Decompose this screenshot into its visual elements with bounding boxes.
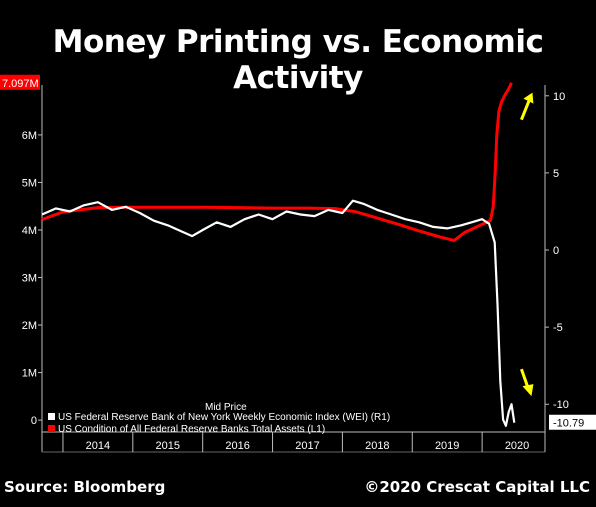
left-tick-label: 5M: [22, 177, 37, 189]
up-arrow-head: [523, 92, 534, 104]
left-tick-label: 6M: [22, 130, 37, 142]
legend-swatch: [48, 413, 55, 420]
left-tick-label: 1M: [22, 368, 37, 380]
right-axis: -10 -5 0 5 10: [545, 91, 569, 411]
up-arrow-shaft: [520, 99, 531, 121]
x-tick-label: 2020: [505, 440, 529, 452]
left-tick-label: 0: [31, 415, 37, 427]
last-value-labels: 7.097M -10.79: [0, 74, 596, 430]
x-tick-label: 2015: [156, 440, 180, 452]
left-axis: 0 1M 2M 3M 4M 5M 6M: [22, 130, 42, 427]
left-tick-label: 2M: [22, 320, 37, 332]
legend-entry: US Federal Reserve Bank of New York Week…: [58, 412, 390, 423]
assets-last-value-box: [0, 74, 40, 90]
right-tick-label: -5: [553, 322, 563, 334]
wei-last-value-box: [549, 414, 596, 430]
legend-title: Mid Price: [205, 402, 247, 413]
copyright-label: ©2020 Crescat Capital LLC: [364, 478, 590, 496]
x-tick-label: 2019: [435, 440, 459, 452]
right-tick-label: 10: [553, 91, 565, 103]
series-layer: [41, 82, 516, 427]
assets-last-value-label: 7.097M: [2, 78, 39, 90]
right-tick-label: 0: [553, 245, 559, 257]
annotation-arrows: [520, 92, 534, 397]
x-tick-label: 2016: [225, 440, 249, 452]
wei-last-value-label: -10.79: [553, 418, 584, 430]
x-tick-label: 2017: [295, 440, 319, 452]
source-label: Source: Bloomberg: [4, 478, 166, 496]
down-arrow-head: [522, 384, 534, 397]
right-tick-label: 5: [553, 168, 559, 180]
x-tick-label: 2018: [365, 440, 389, 452]
assets-series-line: [41, 82, 513, 242]
legend-swatch: [48, 425, 55, 432]
wei-series-line: [41, 199, 516, 427]
legend-entry: US Condition of All Federal Reserve Bank…: [58, 424, 325, 435]
axis-frame: [41, 85, 546, 453]
chart-title: Money Printing vs. Economic Activity: [52, 24, 544, 96]
x-axis: 2014 2015 2016 2017 2018 2019 2020: [62, 432, 546, 452]
left-tick-label: 3M: [22, 273, 37, 285]
left-tick-label: 4M: [22, 225, 37, 237]
right-tick-label: -10: [553, 399, 569, 411]
x-tick-label: 2014: [86, 440, 110, 452]
